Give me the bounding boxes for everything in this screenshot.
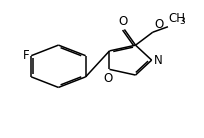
Text: O: O [154,18,164,31]
Text: 3: 3 [179,17,185,26]
Text: F: F [23,49,30,62]
Text: O: O [119,15,128,28]
Text: O: O [104,72,113,85]
Text: N: N [154,54,163,67]
Text: CH: CH [168,12,185,25]
